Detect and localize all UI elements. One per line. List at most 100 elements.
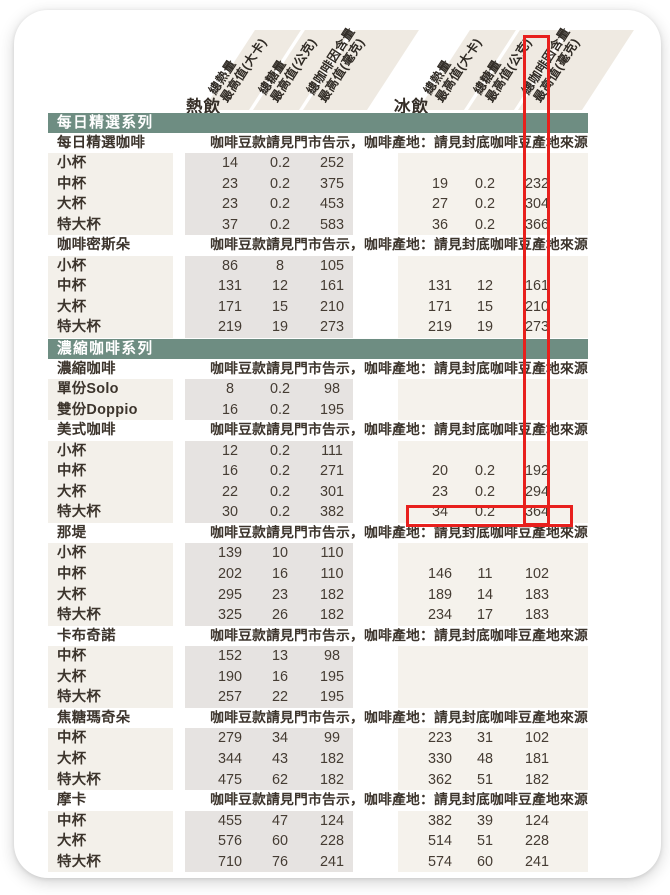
hot-values-background [185, 153, 353, 174]
size-name: 中杯 [57, 566, 87, 583]
size-name: 特大杯 [57, 853, 102, 870]
iced-value: 304 [524, 196, 549, 213]
iced-value: 19 [431, 175, 448, 192]
size-row: 大杯 344 43 182 330 48 181 [14, 748, 661, 770]
product-name: 焦糖瑪奇朵 [57, 709, 131, 726]
hot-value: 23 [271, 586, 288, 603]
size-row: 大杯 295 23 182 189 14 183 [14, 584, 661, 606]
iced-value: 0.2 [474, 196, 495, 213]
hot-value: 453 [319, 196, 344, 213]
iced-values-background [398, 317, 588, 339]
product-row: 美式咖啡 咖啡豆款請見門市告示，咖啡產地：請見封底咖啡豆產地來源 [14, 420, 661, 441]
highlight-row-box [406, 505, 573, 527]
size-name: 中杯 [57, 730, 87, 747]
size-row: 大杯 576 60 228 514 51 228 [14, 831, 661, 852]
size-label-background [48, 153, 173, 174]
size-row: 大杯 171 15 210 171 15 210 [14, 296, 661, 318]
size-name: 雙份Doppio [57, 401, 138, 418]
iced-drinks-label: 冰飲 [394, 98, 429, 116]
hot-value: 26 [271, 607, 288, 624]
iced-value: 183 [524, 607, 549, 624]
product-name: 卡布奇諾 [57, 627, 116, 644]
hot-values-background [185, 543, 353, 565]
iced-value: 0.2 [474, 216, 495, 233]
size-label-background [48, 584, 173, 606]
hot-value: 16 [221, 463, 238, 480]
iced-values-background [398, 687, 588, 708]
product-row: 卡布奇諾 咖啡豆款請見門市告示，咖啡產地：請見封底咖啡豆產地來源 [14, 626, 661, 647]
size-label-background [48, 194, 173, 215]
size-row: 中杯 152 13 98 [14, 646, 661, 667]
iced-value: 124 [524, 812, 549, 829]
hot-value: 182 [319, 586, 344, 603]
iced-value: 182 [524, 771, 549, 788]
hot-value: 241 [319, 853, 344, 870]
hot-values-background [185, 296, 353, 318]
hot-value: 576 [217, 833, 242, 850]
product-note: 咖啡豆款請見門市告示，咖啡產地：請見封底咖啡豆產地來源 [210, 792, 588, 808]
hot-value: 0.2 [269, 175, 290, 192]
hot-value: 98 [323, 381, 340, 398]
size-row: 中杯 202 16 110 146 11 102 [14, 564, 661, 585]
nutrition-card: 熱飲 冰飲 總熱量 最高值(大卡) 總糖量 最高值(公克) 總咖啡因含量 最高值(毫克… [14, 10, 661, 878]
hot-value: 60 [271, 833, 288, 850]
iced-value: 12 [476, 278, 493, 295]
size-label-background [48, 481, 173, 503]
product-name: 每日精選咖啡 [57, 134, 146, 151]
hot-value: 34 [271, 730, 288, 747]
size-name: 中杯 [57, 648, 87, 665]
hot-value: 195 [319, 689, 344, 706]
size-row: 雙份Doppio 16 0.2 195 [14, 399, 661, 421]
iced-value: 574 [427, 853, 452, 870]
hot-value: 14 [221, 155, 238, 172]
size-name: 小杯 [57, 545, 87, 562]
size-label-background [48, 379, 173, 400]
size-label-background [48, 605, 173, 626]
iced-values-background [398, 296, 588, 318]
iced-values-background [398, 564, 588, 585]
hot-value: 0.2 [269, 216, 290, 233]
iced-value: 362 [427, 771, 452, 788]
hot-value: 86 [221, 257, 238, 274]
iced-value: 232 [524, 175, 549, 192]
size-row: 大杯 190 16 195 [14, 666, 661, 688]
hot-value: 12 [221, 442, 238, 459]
hot-value: 182 [319, 607, 344, 624]
iced-values-background [398, 851, 588, 873]
iced-value: 234 [427, 607, 452, 624]
size-name: 大杯 [57, 668, 87, 685]
table-rows: 每日精選系列 每日精選咖啡 咖啡豆款請見門市告示，咖啡產地：請見封底咖啡豆產地來源小… [14, 112, 661, 873]
iced-values-background [398, 605, 588, 626]
hot-value: 124 [319, 812, 344, 829]
hot-values-background [185, 214, 353, 236]
hot-value: 30 [221, 504, 238, 521]
hot-value: 0.2 [269, 504, 290, 521]
hot-values-background [185, 646, 353, 667]
iced-values-background [398, 728, 588, 749]
iced-value: 228 [524, 833, 549, 850]
iced-values-background [398, 748, 588, 770]
size-label-background [48, 851, 173, 873]
iced-values-background [398, 153, 588, 174]
hot-value: 43 [271, 750, 288, 767]
iced-value: 273 [524, 319, 549, 336]
iced-values-background [398, 379, 588, 400]
hot-value: 252 [319, 155, 344, 172]
hot-value: 76 [271, 853, 288, 870]
product-note: 咖啡豆款請見門市告示，咖啡產地：請見封底咖啡豆產地來源 [210, 134, 588, 150]
product-row: 摩卡 咖啡豆款請見門市告示，咖啡產地：請見封底咖啡豆產地來源 [14, 790, 661, 811]
hot-value: 0.2 [269, 463, 290, 480]
iced-values-background [398, 666, 588, 688]
hot-value: 99 [323, 730, 340, 747]
hot-value: 273 [319, 319, 344, 336]
hot-value: 16 [221, 401, 238, 418]
hot-value: 110 [320, 566, 344, 583]
hot-value: 105 [319, 257, 344, 274]
iced-value: 366 [524, 216, 549, 233]
hot-values-background [185, 399, 353, 421]
size-name: 大杯 [57, 586, 87, 603]
size-name: 中杯 [57, 175, 87, 192]
iced-value: 181 [524, 750, 549, 767]
size-label-background [48, 543, 173, 565]
hot-values-background [185, 810, 353, 832]
